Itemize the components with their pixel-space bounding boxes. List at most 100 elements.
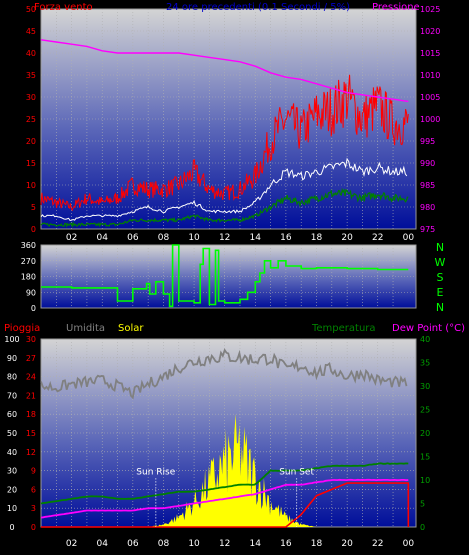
y-tick-label: 24 (26, 373, 36, 382)
y-tick-label: 50 (26, 5, 36, 14)
y-tick-label: 975 (420, 225, 435, 234)
y-tick-label: 3 (31, 504, 36, 513)
y-tick-label: 5 (420, 500, 425, 509)
x-tick-label: 08 (158, 539, 170, 549)
y-tick-label: 30 (7, 467, 17, 476)
x-tick-label: 16 (280, 539, 292, 549)
y-tick-label: 20 (7, 485, 17, 494)
x-tick-label: 00 (403, 539, 415, 549)
y-tick-label: 980 (420, 203, 435, 212)
x-tick-label: 12 (219, 233, 230, 243)
y-tick-label: 21 (26, 391, 36, 400)
y-tick-label: 1015 (420, 49, 440, 58)
y-tick-label: 6 (31, 485, 36, 494)
y-tick-label: 35 (420, 359, 430, 368)
y-tick-label: 15 (26, 429, 36, 438)
y-tick-label: 995 (420, 137, 435, 146)
solar-label: Solar (118, 323, 144, 334)
x-tick-label: 02 (66, 233, 77, 243)
y-tick-label: 30 (26, 93, 36, 102)
y-tick-label: 9 (31, 467, 36, 476)
x-tick-label: 18 (311, 539, 323, 549)
y-tick-label: 270 (21, 257, 36, 266)
rain-label: Pioggia (4, 323, 40, 334)
y-tick-label: 60 (7, 410, 17, 419)
y-tick-label: 30 (420, 382, 430, 391)
y-tick-label: 15 (26, 159, 36, 168)
x-tick-label: 14 (250, 233, 262, 243)
y-tick-label: 985 (420, 181, 435, 190)
y-tick-label: 20 (420, 429, 430, 438)
compass-label: N (436, 301, 444, 314)
y-tick-label: 100 (4, 335, 19, 344)
wind-direction-line (41, 244, 409, 308)
dewpoint-label: Dew Point (°C) (392, 323, 465, 334)
x-tick-label: 14 (250, 539, 262, 549)
y-tick-label: 1010 (420, 71, 440, 80)
y-tick-label: 0 (9, 523, 14, 532)
y-tick-label: 30 (26, 335, 36, 344)
compass-label: W (435, 256, 446, 269)
wind-avg-line (40, 157, 408, 222)
solar-area (41, 413, 409, 527)
y-tick-label: 40 (26, 49, 36, 58)
x-tick-label: 06 (127, 233, 139, 243)
sunrise-annotation: Sun Rise (136, 467, 175, 477)
humidity-label: Umidita (66, 323, 105, 334)
rain-line (41, 482, 410, 528)
y-tick-label: 1000 (420, 115, 440, 124)
wind-axis-label: Forza vento (34, 2, 93, 13)
y-tick-label: 5 (31, 203, 36, 212)
y-tick-label: 20 (26, 137, 36, 146)
y-tick-label: 360 (21, 241, 36, 250)
wind-chart-title: 24 ore precedenti (0.1 Secondi / 5%) (166, 2, 350, 13)
compass-label: E (437, 286, 444, 299)
compass-label: N (436, 241, 444, 254)
x-tick-label: 06 (127, 539, 139, 549)
y-tick-label: 50 (7, 429, 17, 438)
y-tick-label: 40 (420, 335, 430, 344)
y-tick-label: 0 (420, 523, 425, 532)
y-tick-label: 27 (26, 354, 36, 363)
x-tick-label: 18 (311, 233, 323, 243)
x-tick-label: 20 (341, 233, 353, 243)
humidity-line (40, 348, 408, 400)
x-tick-label: 16 (280, 233, 292, 243)
y-tick-label: 1020 (420, 27, 440, 36)
y-tick-label: 15 (420, 453, 430, 462)
temperature-line (40, 462, 409, 505)
y-tick-label: 45 (26, 27, 36, 36)
sunset-annotation: Sun Set (279, 467, 314, 477)
y-tick-label: 90 (26, 288, 36, 297)
x-tick-label: 02 (66, 539, 77, 549)
y-tick-label: 25 (420, 406, 430, 415)
y-tick-label: 40 (7, 448, 17, 457)
dewpoint-line (40, 478, 409, 519)
y-tick-label: 0 (31, 225, 36, 234)
x-tick-label: 22 (372, 539, 383, 549)
pressure-line (40, 39, 409, 103)
wind-low-line (40, 187, 409, 229)
y-tick-label: 70 (7, 391, 17, 400)
y-tick-label: 990 (420, 159, 435, 168)
wind-gust-line (40, 74, 409, 212)
y-tick-label: 180 (21, 273, 36, 282)
y-tick-label: 0 (31, 304, 36, 313)
y-tick-label: 1025 (420, 5, 440, 14)
x-tick-label: 12 (219, 539, 230, 549)
x-tick-label: 04 (96, 539, 108, 549)
y-tick-label: 12 (26, 448, 36, 457)
compass-label: S (437, 271, 444, 284)
x-tick-label: 04 (96, 233, 108, 243)
y-tick-label: 0 (31, 523, 36, 532)
y-tick-label: 25 (26, 115, 36, 124)
y-tick-label: 90 (7, 354, 17, 363)
x-tick-label: 08 (158, 233, 170, 243)
x-tick-label: 10 (188, 539, 200, 549)
y-tick-label: 35 (26, 71, 36, 80)
y-tick-label: 10 (7, 504, 17, 513)
y-tick-label: 18 (26, 410, 36, 419)
x-tick-label: 22 (372, 233, 383, 243)
